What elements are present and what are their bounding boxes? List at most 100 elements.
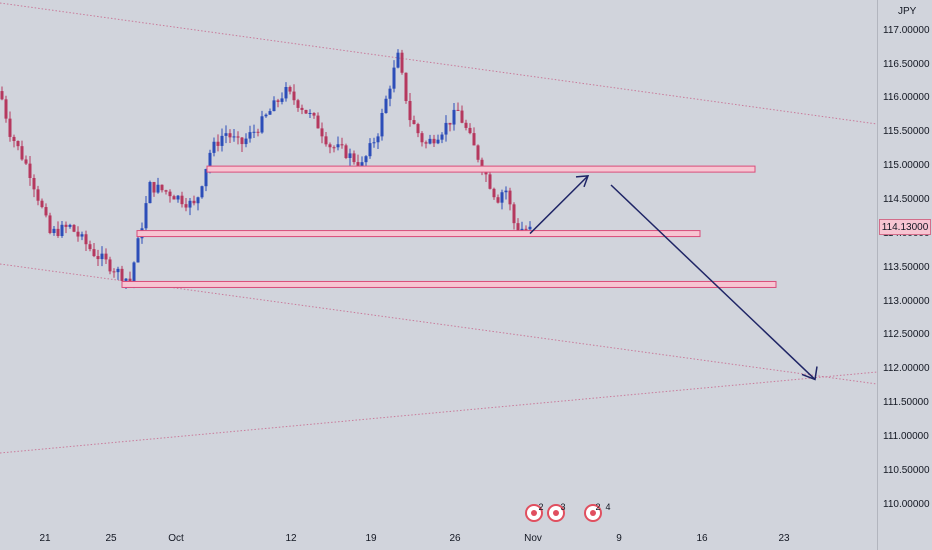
candle-body: [468, 127, 472, 134]
candle-body: [328, 144, 332, 148]
candle-body: [456, 109, 460, 111]
candle-body: [40, 200, 44, 208]
candle-body: [188, 200, 192, 208]
candle-body: [248, 132, 252, 139]
candle-body: [48, 215, 52, 233]
candle-body: [32, 177, 36, 190]
candle-body: [128, 278, 132, 282]
candle-body: [304, 109, 308, 114]
candle-body: [416, 124, 420, 134]
candle-body: [96, 256, 100, 260]
candle-body: [212, 141, 216, 153]
x-tick: Oct: [168, 533, 184, 544]
candle-body: [484, 171, 488, 175]
candle-body: [220, 135, 224, 146]
candle-body: [512, 204, 516, 224]
y-tick: 116.50000: [883, 59, 930, 70]
y-tick: 116.00000: [883, 92, 930, 103]
candle-body: [28, 163, 32, 178]
price-axis[interactable]: [877, 0, 932, 550]
candle-body: [404, 72, 408, 101]
candle-body: [380, 112, 384, 137]
y-tick: 115.50000: [883, 126, 930, 137]
candle-body: [104, 253, 108, 260]
candle-body: [284, 86, 288, 99]
candle-body: [8, 118, 12, 137]
event-count: 3: [560, 502, 566, 512]
y-tick: 110.00000: [883, 499, 930, 510]
candle-body: [500, 192, 504, 203]
x-tick: 16: [696, 533, 708, 544]
sr-zone: [136, 230, 701, 238]
event-icon[interactable]: [584, 504, 602, 522]
candle-body: [152, 182, 156, 193]
candle-body: [92, 249, 96, 257]
candle-body: [528, 226, 532, 230]
candle-body: [408, 100, 412, 121]
candle-body: [264, 114, 268, 117]
event-icon[interactable]: [525, 504, 543, 522]
candle-body: [312, 113, 316, 116]
candle-body: [440, 134, 444, 140]
y-tick: 115.00000: [883, 160, 930, 171]
price-chart[interactable]: [0, 0, 877, 550]
candle-body: [12, 136, 16, 142]
candle-body: [372, 142, 376, 144]
candle-body: [196, 197, 200, 204]
candle-body: [472, 133, 476, 146]
candle-body: [88, 244, 92, 250]
arrowhead-down: [801, 366, 818, 381]
candle-body: [516, 223, 520, 231]
candle-body: [352, 153, 356, 163]
y-tick: 117.00000: [883, 25, 930, 36]
candle-body: [488, 174, 492, 189]
candle-body: [460, 110, 464, 123]
candle-body: [520, 228, 524, 231]
sr-zone: [121, 280, 777, 288]
candle-body: [324, 136, 328, 145]
candle-body: [252, 131, 256, 133]
candle-body: [476, 145, 480, 160]
candle-body: [172, 196, 176, 200]
candle-body: [276, 100, 280, 102]
candle-body: [300, 107, 304, 110]
candle-body: [292, 91, 296, 101]
candle-body: [448, 122, 452, 125]
channel-upper-line: [0, 2, 877, 125]
candle-body: [376, 136, 380, 143]
candle-body: [272, 100, 276, 112]
candle-body: [112, 271, 116, 273]
candle-body: [44, 207, 48, 216]
candle-body: [132, 262, 136, 282]
candle-body: [260, 116, 264, 133]
event-icon[interactable]: [547, 504, 565, 522]
rising-trend-line: [0, 371, 877, 454]
arrowhead-up: [575, 175, 590, 188]
candle-body: [164, 190, 168, 192]
candle-body: [340, 144, 344, 146]
x-tick: 25: [105, 533, 117, 544]
candle-body: [232, 136, 236, 138]
event-count: 2: [538, 502, 544, 512]
candle-body: [176, 195, 180, 200]
candle-body: [384, 98, 388, 113]
candle-body: [244, 138, 248, 145]
candle-body: [356, 162, 360, 167]
x-tick: 23: [778, 533, 790, 544]
candle-body: [72, 224, 76, 232]
candle-body: [524, 228, 528, 230]
x-tick: 9: [616, 533, 622, 544]
candle-body: [428, 138, 432, 144]
candle-body: [116, 268, 120, 273]
candle-body: [496, 197, 500, 203]
candle-body: [216, 141, 220, 146]
candle-body: [100, 253, 104, 260]
x-tick: 19: [365, 533, 377, 544]
candle-body: [308, 113, 312, 115]
y-tick: 111.00000: [883, 431, 929, 442]
candle-body: [508, 190, 512, 205]
projection-arrow-up: [529, 175, 589, 235]
candle-body: [444, 122, 448, 135]
last-price-label: 114.13000: [879, 219, 931, 235]
